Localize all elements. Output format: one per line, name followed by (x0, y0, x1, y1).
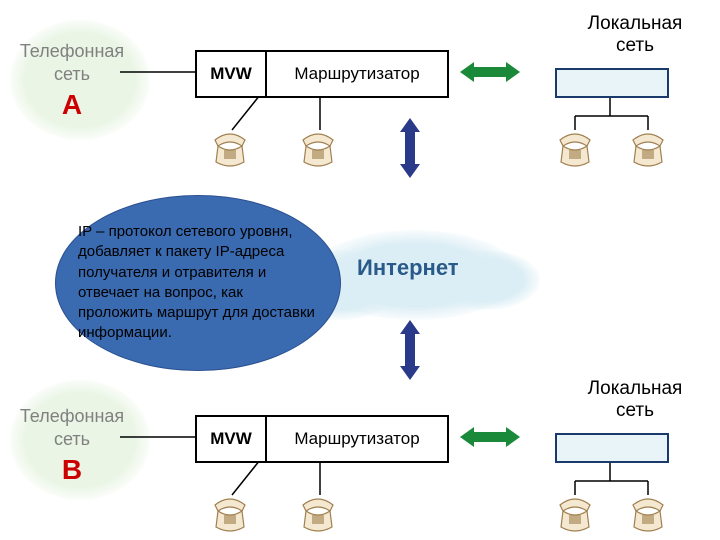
router-bottom: MVW Маршрутизатор (195, 415, 449, 463)
router-top: MVW Маршрутизатор (195, 50, 449, 98)
router-top-label: Маршрутизатор (267, 52, 447, 96)
lan-top-label: Локальная сеть (560, 13, 710, 57)
tel-a-letter: A (12, 87, 132, 123)
lan-bottom-box (555, 433, 669, 463)
ip-callout-text: IP – протокол сетевого уровня, добавляет… (78, 223, 315, 341)
tel-b-line1: Телефонная (12, 405, 132, 428)
lan-bottom-line1: Локальная (560, 378, 710, 400)
router-top-mvw: MVW (197, 52, 267, 96)
tel-network-b: Телефонная сеть B (12, 405, 132, 488)
lan-top-line1: Локальная (560, 13, 710, 35)
tel-a-line1: Телефонная (12, 40, 132, 63)
internet-label: Интернет (357, 255, 459, 281)
router-bottom-label: Маршрутизатор (267, 417, 447, 461)
tel-network-a: Телефонная сеть A (12, 40, 132, 123)
lan-bottom-label: Локальная сеть (560, 378, 710, 422)
tel-b-line2: сеть (12, 428, 132, 451)
lan-bottom-line2: сеть (560, 400, 710, 422)
lan-top-line2: сеть (560, 35, 710, 57)
tel-b-letter: B (12, 452, 132, 488)
tel-a-line2: сеть (12, 63, 132, 86)
lan-top-box (555, 68, 669, 98)
ip-callout: IP – протокол сетевого уровня, добавляет… (55, 195, 341, 371)
router-bottom-mvw: MVW (197, 417, 267, 461)
